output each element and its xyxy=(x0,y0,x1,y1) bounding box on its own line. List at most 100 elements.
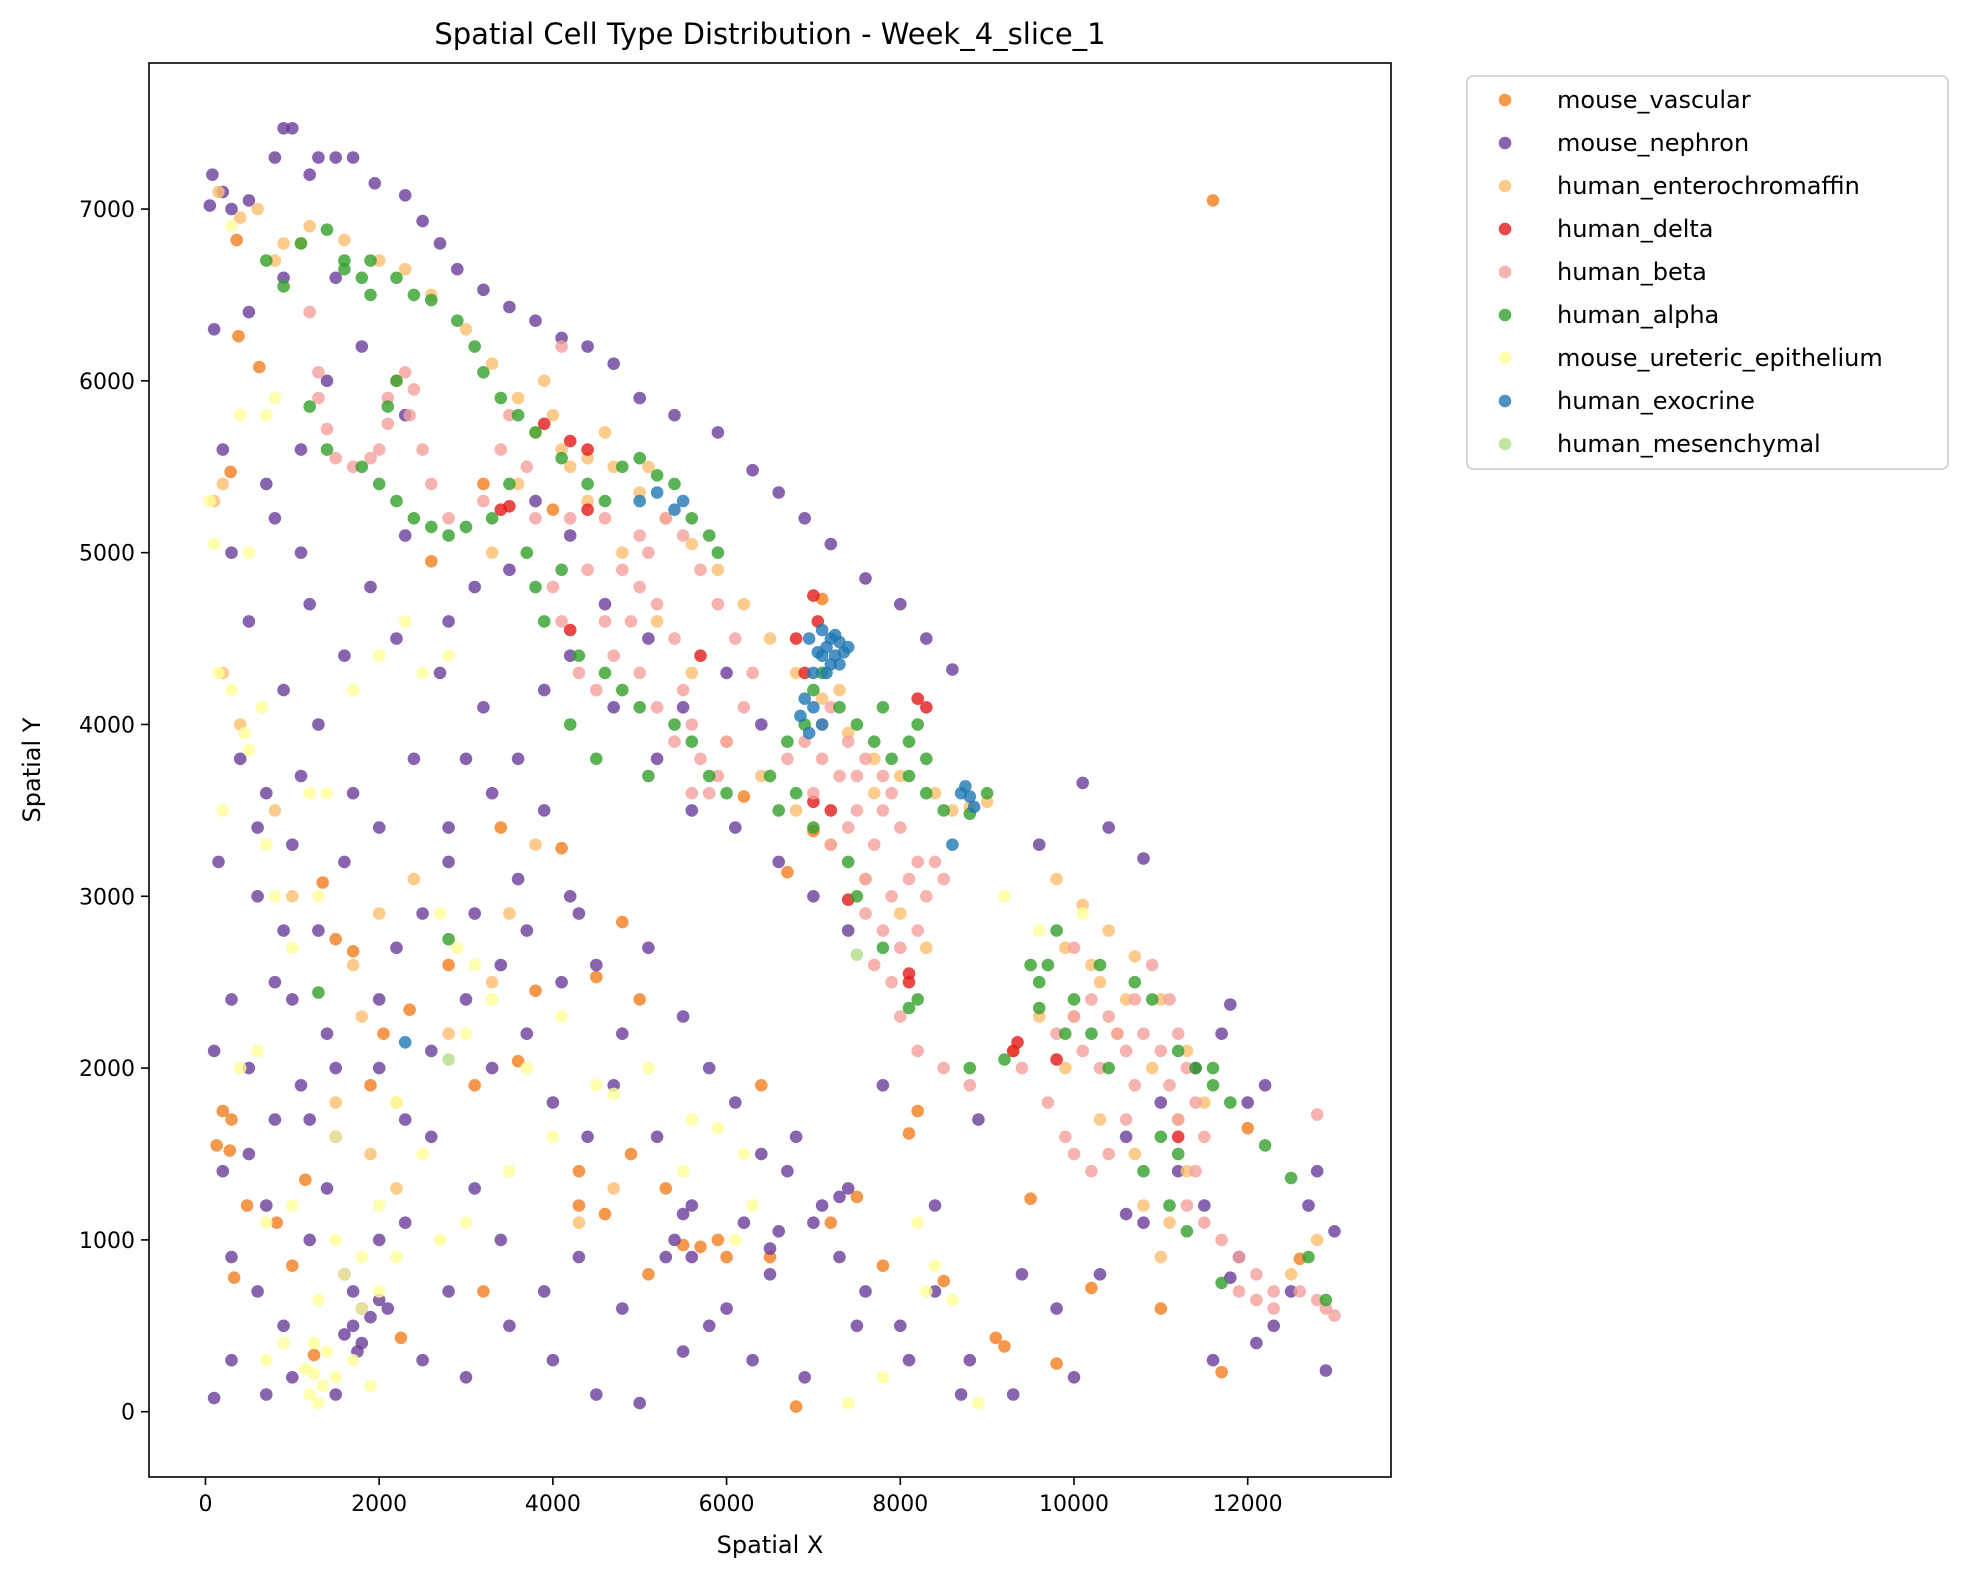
point-mouse-nephron xyxy=(442,855,455,869)
point-human-beta xyxy=(694,752,707,766)
point-mouse-nephron xyxy=(503,300,516,314)
point-human-beta xyxy=(876,769,890,783)
y-axis-label: Spatial Y xyxy=(18,717,46,822)
point-mouse-vascular xyxy=(720,1250,733,1264)
point-human-alpha xyxy=(668,718,681,731)
point-mouse-vascular xyxy=(230,233,243,247)
point-mouse-ureteric-epithelium xyxy=(355,1302,369,1315)
point-mouse-ureteric-epithelium xyxy=(355,1250,369,1264)
point-human-alpha xyxy=(1067,993,1081,1006)
point-human-exocrine xyxy=(650,486,664,499)
point-human-beta xyxy=(876,924,890,937)
point-human-enterochromaffin xyxy=(268,804,282,817)
point-mouse-nephron xyxy=(503,1319,516,1333)
point-mouse-ureteric-epithelium xyxy=(364,1379,377,1393)
point-mouse-nephron xyxy=(225,202,238,216)
point-human-alpha xyxy=(598,666,612,680)
point-human-alpha xyxy=(485,512,499,525)
point-human-alpha xyxy=(685,512,699,525)
legend-entry-mouse-nephron: mouse_nephron xyxy=(1498,129,1749,157)
point-mouse-nephron xyxy=(329,151,343,164)
point-human-delta xyxy=(798,666,811,680)
point-mouse-nephron xyxy=(1319,1364,1333,1377)
point-mouse-ureteric-epithelium xyxy=(642,1061,655,1075)
point-mouse-ureteric-epithelium xyxy=(238,726,251,740)
point-mouse-vascular xyxy=(572,1164,586,1178)
point-human-alpha xyxy=(1189,1061,1202,1075)
point-mouse-ureteric-epithelium xyxy=(876,1371,890,1384)
point-mouse-nephron xyxy=(572,1250,586,1264)
point-mouse-ureteric-epithelium xyxy=(312,1293,325,1307)
point-mouse-vascular xyxy=(989,1331,1003,1345)
point-mouse-ureteric-epithelium xyxy=(320,1345,334,1358)
point-mouse-nephron xyxy=(520,924,534,937)
point-human-beta xyxy=(824,701,838,714)
point-human-beta xyxy=(937,872,950,886)
point-human-enterochromaffin xyxy=(1180,1164,1194,1178)
point-mouse-nephron xyxy=(346,1319,360,1333)
point-human-exocrine xyxy=(802,726,816,740)
series-mouse-ureteric-epithelium xyxy=(203,219,1089,1410)
point-mouse-nephron xyxy=(286,1371,299,1384)
point-mouse-vascular xyxy=(1241,1121,1254,1135)
point-human-alpha xyxy=(1041,958,1055,972)
point-human-enterochromaffin xyxy=(867,786,881,800)
point-human-alpha xyxy=(850,718,864,731)
point-human-beta xyxy=(520,460,534,474)
legend-entry-mouse-ureteric-epithelium: mouse_ureteric_epithelium xyxy=(1498,344,1883,372)
point-human-alpha xyxy=(668,477,681,491)
point-mouse-ureteric-epithelium xyxy=(277,1336,290,1350)
point-mouse-nephron xyxy=(1310,1164,1324,1178)
point-mouse-nephron xyxy=(329,1061,343,1075)
point-human-beta xyxy=(1171,1113,1185,1126)
point-human-exocrine xyxy=(668,503,681,516)
point-mouse-vascular xyxy=(572,1199,586,1212)
point-human-alpha xyxy=(503,477,516,491)
point-human-delta xyxy=(1011,1036,1024,1049)
point-human-beta xyxy=(1198,1130,1211,1144)
point-mouse-nephron xyxy=(676,701,690,714)
point-mouse-ureteric-epithelium xyxy=(676,1164,690,1178)
point-human-beta xyxy=(720,735,733,748)
point-human-beta xyxy=(676,529,690,542)
point-human-enterochromaffin xyxy=(372,907,386,920)
legend-entry-human-mesenchymal: human_mesenchymal xyxy=(1498,430,1821,458)
point-human-beta xyxy=(885,975,898,989)
y-axis-ticks: 0 1000 2000 3000 4000 5000 6000 7000 xyxy=(79,198,149,1426)
point-mouse-nephron xyxy=(1241,1096,1254,1109)
point-human-alpha xyxy=(590,752,603,766)
point-mouse-nephron xyxy=(433,666,447,680)
point-human-beta xyxy=(312,391,325,405)
point-human-beta xyxy=(1137,1027,1150,1040)
point-mouse-vascular xyxy=(1206,194,1220,207)
point-human-beta xyxy=(442,512,455,525)
point-mouse-ureteric-epithelium xyxy=(416,1147,429,1161)
point-human-beta xyxy=(633,666,646,680)
point-mouse-nephron xyxy=(303,168,317,181)
point-human-beta xyxy=(850,804,864,817)
point-mouse-ureteric-epithelium xyxy=(555,1010,568,1023)
point-human-delta xyxy=(1171,1130,1185,1144)
point-mouse-vascular xyxy=(824,1216,838,1229)
point-human-beta xyxy=(1119,1113,1133,1126)
point-human-enterochromaffin xyxy=(789,804,803,817)
point-mouse-nephron xyxy=(1154,1096,1168,1109)
point-human-beta xyxy=(1189,1096,1202,1109)
point-mouse-nephron xyxy=(963,1353,977,1367)
point-mouse-nephron xyxy=(407,752,421,766)
point-mouse-nephron xyxy=(398,189,412,202)
point-mouse-vascular xyxy=(227,1271,241,1284)
point-mouse-nephron xyxy=(1050,1302,1063,1315)
point-human-enterochromaffin xyxy=(286,890,299,903)
point-human-enterochromaffin xyxy=(216,477,230,491)
point-mouse-ureteric-epithelium xyxy=(372,1199,386,1212)
x-tick-label: 12000 xyxy=(1213,1492,1283,1517)
point-mouse-ureteric-epithelium xyxy=(372,1285,386,1298)
point-mouse-nephron xyxy=(928,1199,942,1212)
point-human-exocrine xyxy=(841,640,855,654)
point-human-beta xyxy=(659,512,673,525)
point-mouse-vascular xyxy=(598,1207,612,1221)
point-human-delta xyxy=(694,649,707,662)
point-human-exocrine xyxy=(959,780,972,793)
point-human-enterochromaffin xyxy=(503,907,516,920)
